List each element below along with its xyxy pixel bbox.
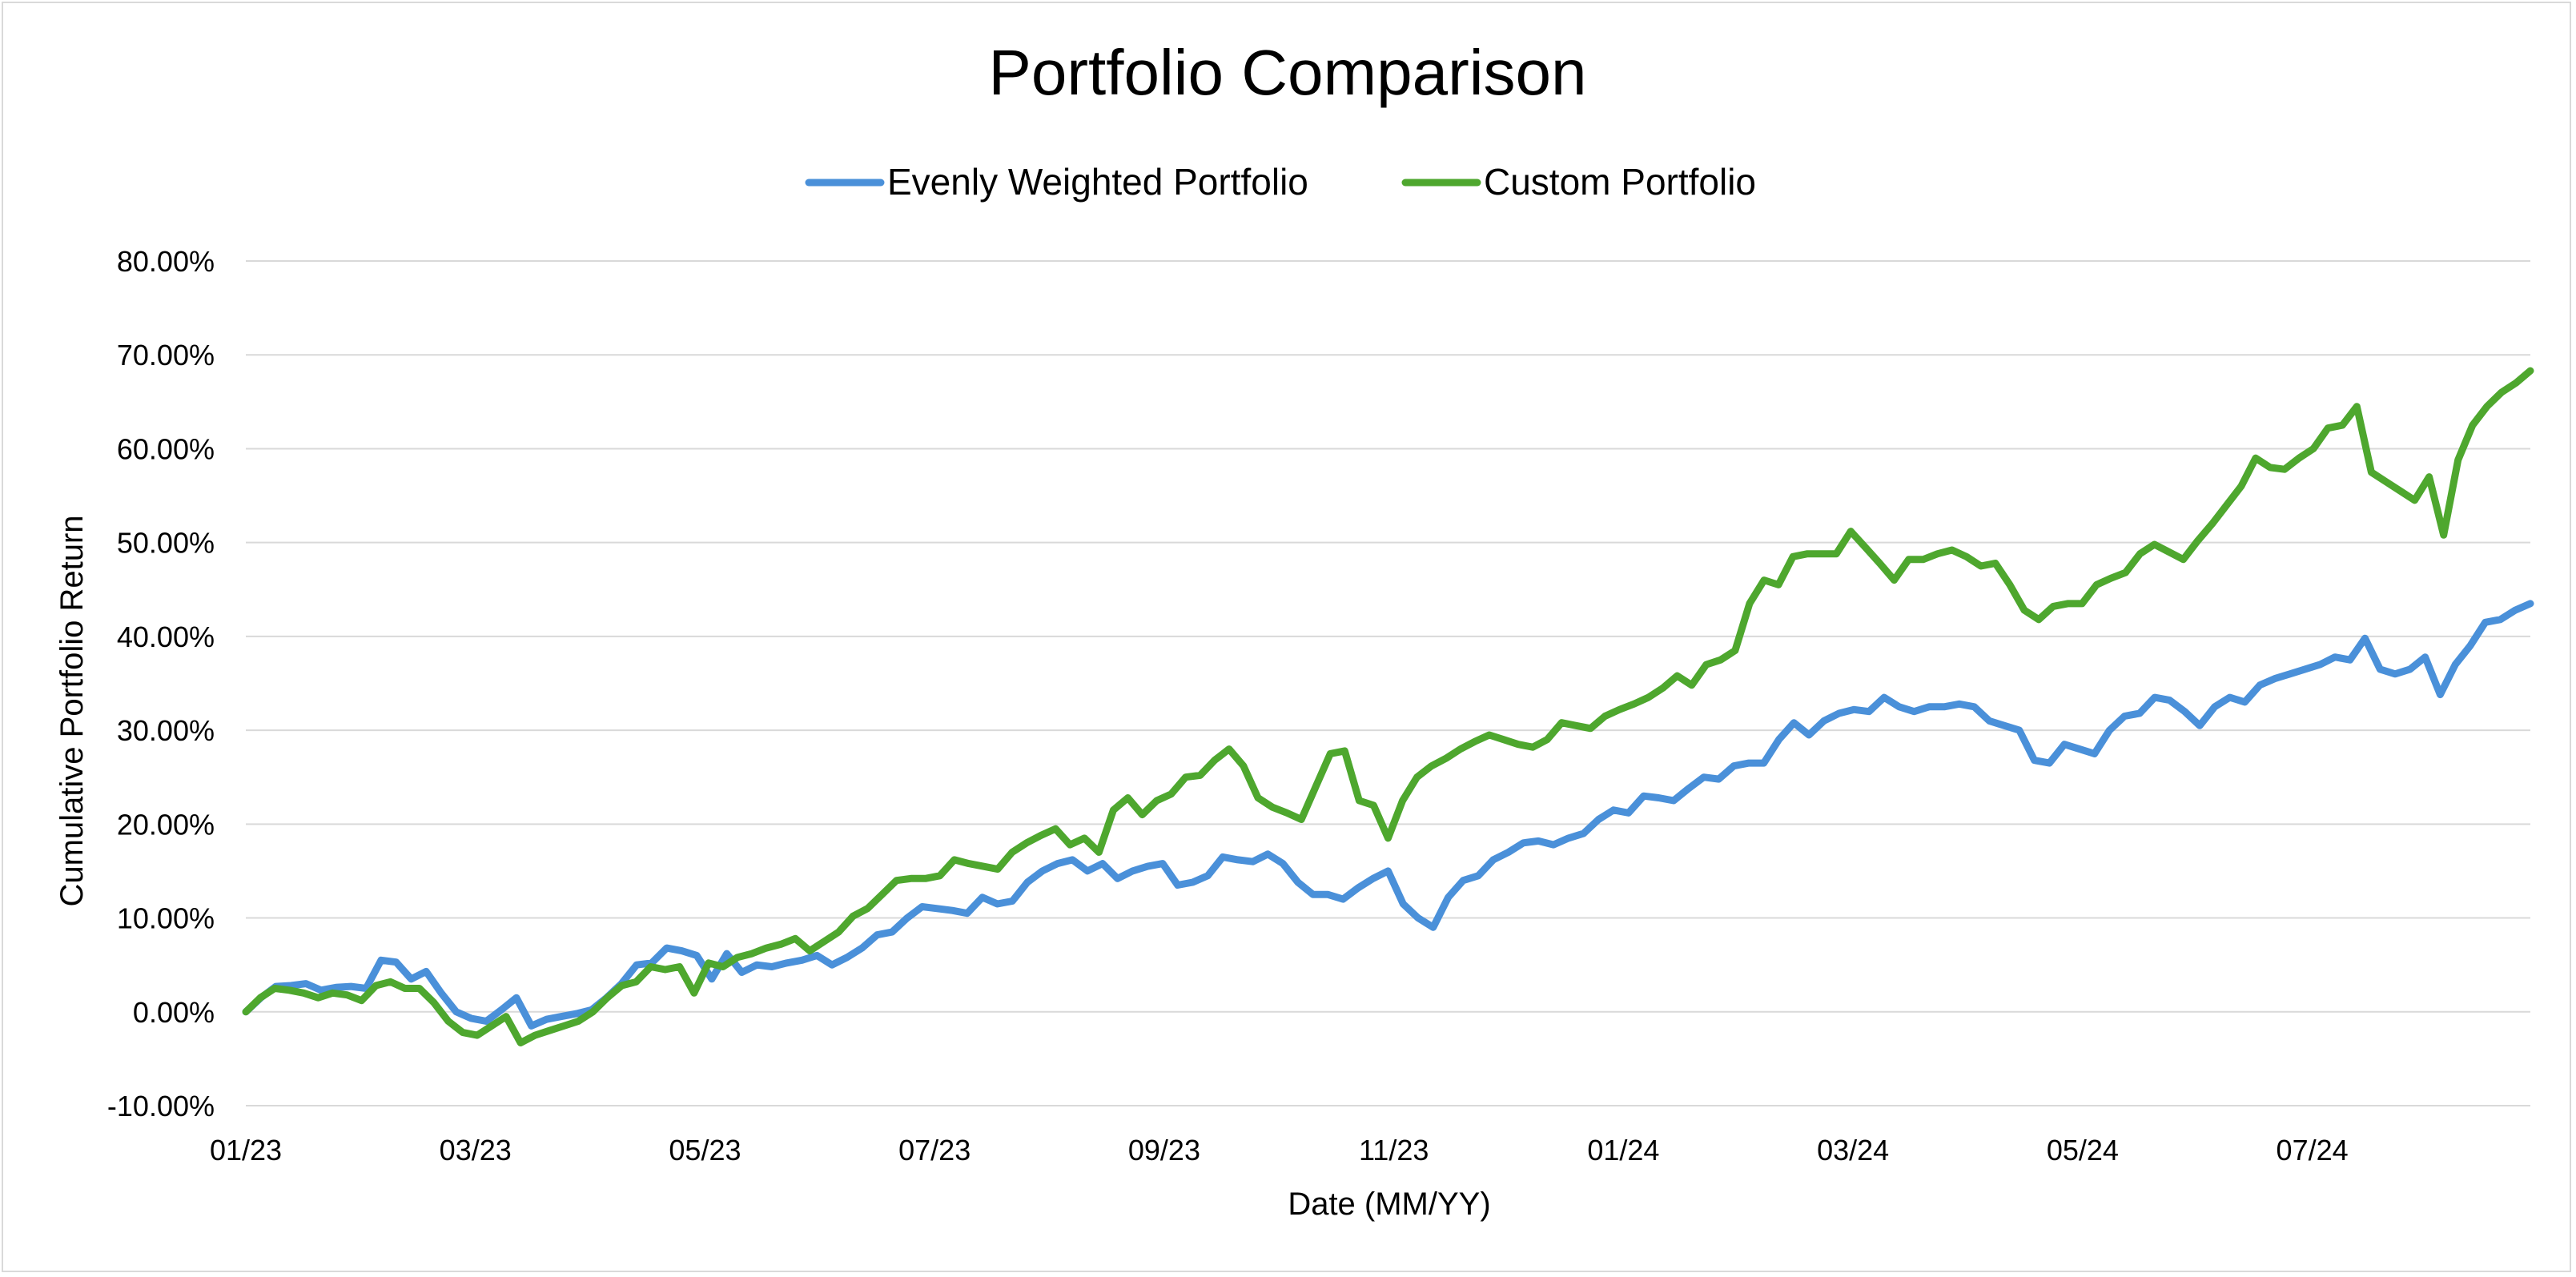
x-tick-label: 11/23 <box>1359 1134 1429 1167</box>
y-tick-label: 0.00% <box>133 996 215 1029</box>
y-tick-label: 30.00% <box>117 714 215 747</box>
y-tick-label: 50.00% <box>117 527 215 560</box>
y-tick-label: -10.00% <box>107 1090 215 1122</box>
legend-label-evenly-weighted: Evenly Weighted Portfolio <box>887 161 1308 203</box>
chart-title: Portfolio Comparison <box>989 37 1587 108</box>
legend-label-custom: Custom Portfolio <box>1484 161 1756 203</box>
y-axis-ticks: -10.00% 0.00% 10.00% 20.00% 30.00% 40.00% 50.0… <box>107 245 215 1122</box>
y-tick-label: 20.00% <box>117 808 215 841</box>
y-tick-label: 80.00% <box>117 245 215 278</box>
series-line-evenly-weighted <box>242 600 2534 1030</box>
x-tick-label: 05/23 <box>669 1134 741 1167</box>
gridlines <box>246 260 2530 1106</box>
x-tick-label: 09/23 <box>1128 1134 1200 1167</box>
x-axis-title: Date (MM/YY) <box>1288 1187 1490 1222</box>
series-line-custom <box>242 367 2534 1046</box>
x-tick-label: 07/23 <box>898 1134 971 1167</box>
x-axis-ticks: 01/23 03/23 05/23 07/23 09/23 11/23 01/24 03/24… <box>210 1134 2349 1167</box>
series-lines <box>242 367 2534 1046</box>
y-axis-title: Cumulative Portfolio Return <box>54 515 90 906</box>
x-tick-label: 07/24 <box>2277 1134 2349 1167</box>
y-tick-label: 70.00% <box>117 339 215 371</box>
y-tick-label: 60.00% <box>117 432 215 465</box>
x-tick-label: 05/24 <box>2047 1134 2119 1167</box>
legend: Evenly Weighted Portfolio Custom Portfol… <box>805 161 1756 203</box>
x-tick-label: 03/24 <box>1817 1134 1889 1167</box>
x-tick-label: 01/23 <box>210 1134 282 1167</box>
x-tick-label: 03/23 <box>440 1134 512 1167</box>
x-tick-label: 01/24 <box>1587 1134 1659 1167</box>
y-tick-label: 40.00% <box>117 620 215 653</box>
y-tick-label: 10.00% <box>117 902 215 935</box>
